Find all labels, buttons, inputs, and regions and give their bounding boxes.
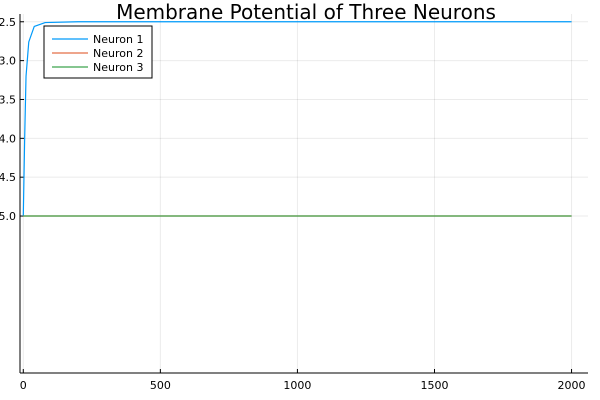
chart-title: Membrane Potential of Three Neurons <box>116 0 496 24</box>
x-tick-label: 1500 <box>420 379 448 392</box>
y-tick-label: 5.0 <box>0 210 16 223</box>
y-tick-label: 2.5 <box>0 16 16 29</box>
y-ticks: 2.5 3.0 3.5 4.0 4.5 5.0 <box>0 16 24 223</box>
x-tick-label: 2000 <box>558 379 586 392</box>
series-line-neuron-1 <box>22 21 572 217</box>
x-tick-label: 1000 <box>283 379 311 392</box>
y-tick-label: 3.5 <box>0 93 16 106</box>
legend-label: Neuron 1 <box>93 33 143 46</box>
legend-label: Neuron 3 <box>93 61 143 74</box>
legend-label: Neuron 2 <box>93 47 143 60</box>
x-tick-label: 0 <box>20 379 27 392</box>
y-tick-label: 3.0 <box>0 55 16 68</box>
series-lines <box>22 21 572 217</box>
y-tick-label: 4.5 <box>0 171 16 184</box>
x-tick-label: 500 <box>150 379 171 392</box>
legend-box <box>43 25 153 79</box>
x-ticks: 0 500 1000 1500 2000 <box>20 369 586 392</box>
y-tick-label: 4.0 <box>0 132 16 145</box>
